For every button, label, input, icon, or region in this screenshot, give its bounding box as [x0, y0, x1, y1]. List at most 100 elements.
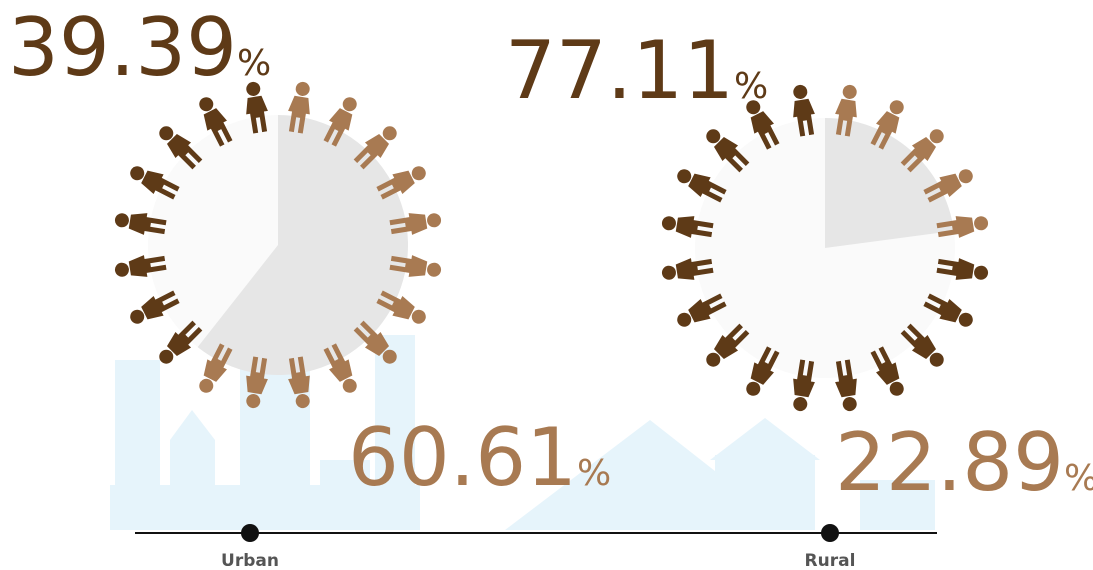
person-head [342, 378, 357, 393]
person-head [199, 378, 214, 393]
person-body [936, 258, 975, 280]
person-icon [746, 100, 780, 150]
person-body [128, 213, 167, 235]
percent-value: 39.39 [8, 1, 237, 94]
person-icon [323, 343, 357, 393]
person-head [114, 213, 129, 228]
share-sector [197, 115, 408, 375]
person-body [713, 136, 750, 173]
person-icon [661, 216, 714, 238]
person-icon [246, 81, 268, 134]
person-head [793, 84, 808, 99]
person-body [389, 255, 428, 277]
person-icon [835, 359, 857, 412]
percent-unit: % [1064, 458, 1093, 499]
person-body [166, 320, 203, 357]
person-head [661, 216, 676, 231]
person-icon [900, 323, 944, 367]
person-icon [835, 84, 857, 137]
person-body [246, 356, 268, 395]
person-body [835, 359, 857, 398]
person-head [130, 309, 145, 324]
percent-value: 22.89 [835, 416, 1064, 509]
person-icon [353, 320, 397, 364]
person-icon [246, 356, 268, 409]
person-body [675, 258, 714, 280]
person-body [353, 320, 390, 357]
person-body [688, 173, 727, 203]
person-head [246, 394, 261, 409]
axis-dot [241, 524, 259, 542]
person-body [835, 98, 857, 137]
person-head [382, 126, 397, 141]
percent-label: 39.39% [8, 1, 271, 94]
person-head [958, 169, 973, 184]
person-icon [114, 213, 167, 235]
person-body [793, 359, 815, 398]
person-head [706, 129, 721, 144]
person-body [870, 346, 900, 385]
person-head [411, 166, 426, 181]
axis-dot [821, 524, 839, 542]
person-icon [288, 356, 310, 409]
person-icon [746, 346, 780, 396]
person-body [870, 111, 900, 150]
person-head [974, 216, 989, 231]
person-icon [389, 255, 442, 277]
person-icon [353, 126, 397, 170]
person-icon [706, 129, 750, 173]
person-head [677, 169, 692, 184]
person-icon [677, 293, 727, 327]
person-head [677, 312, 692, 327]
person-icon [923, 169, 973, 203]
percent-label: 77.11% [505, 24, 768, 117]
person-icon [376, 290, 426, 324]
person-head [889, 381, 904, 396]
person-icon [376, 166, 426, 200]
person-head [382, 349, 397, 364]
person-body [750, 111, 780, 150]
person-icon [114, 255, 167, 277]
person-body [923, 173, 962, 203]
person-head [159, 126, 174, 141]
percent-label: 22.89% [835, 416, 1093, 509]
person-head [706, 352, 721, 367]
person-head [793, 397, 808, 412]
person-body [900, 136, 937, 173]
person-head [295, 394, 310, 409]
person-head [889, 100, 904, 115]
person-body [675, 216, 714, 238]
person-body [688, 293, 727, 323]
person-icon [900, 129, 944, 173]
person-head [746, 381, 761, 396]
person-icon [199, 97, 233, 147]
share-sector [825, 118, 954, 248]
person-icon [288, 81, 310, 134]
person-head [842, 84, 857, 99]
person-head [661, 265, 676, 280]
person-head [427, 213, 442, 228]
person-icon [389, 213, 442, 235]
person-icon [661, 258, 714, 280]
person-head [974, 265, 989, 280]
category-label: Rural [805, 551, 856, 570]
person-head [842, 397, 857, 412]
person-body [246, 95, 268, 134]
person-body [923, 293, 962, 323]
person-icon [677, 169, 727, 203]
person-body [288, 95, 310, 134]
person-head [114, 262, 129, 277]
person-icon [159, 320, 203, 364]
person-body [128, 255, 167, 277]
person-body [713, 323, 750, 360]
person-body [353, 133, 390, 170]
person-icon [706, 323, 750, 367]
person-head [958, 312, 973, 327]
person-icon [159, 126, 203, 170]
person-head [246, 81, 261, 96]
percent-label: 60.61% [348, 411, 611, 504]
person-head [199, 97, 214, 112]
percent-unit: % [734, 66, 768, 107]
person-head [295, 81, 310, 96]
person-head [411, 309, 426, 324]
